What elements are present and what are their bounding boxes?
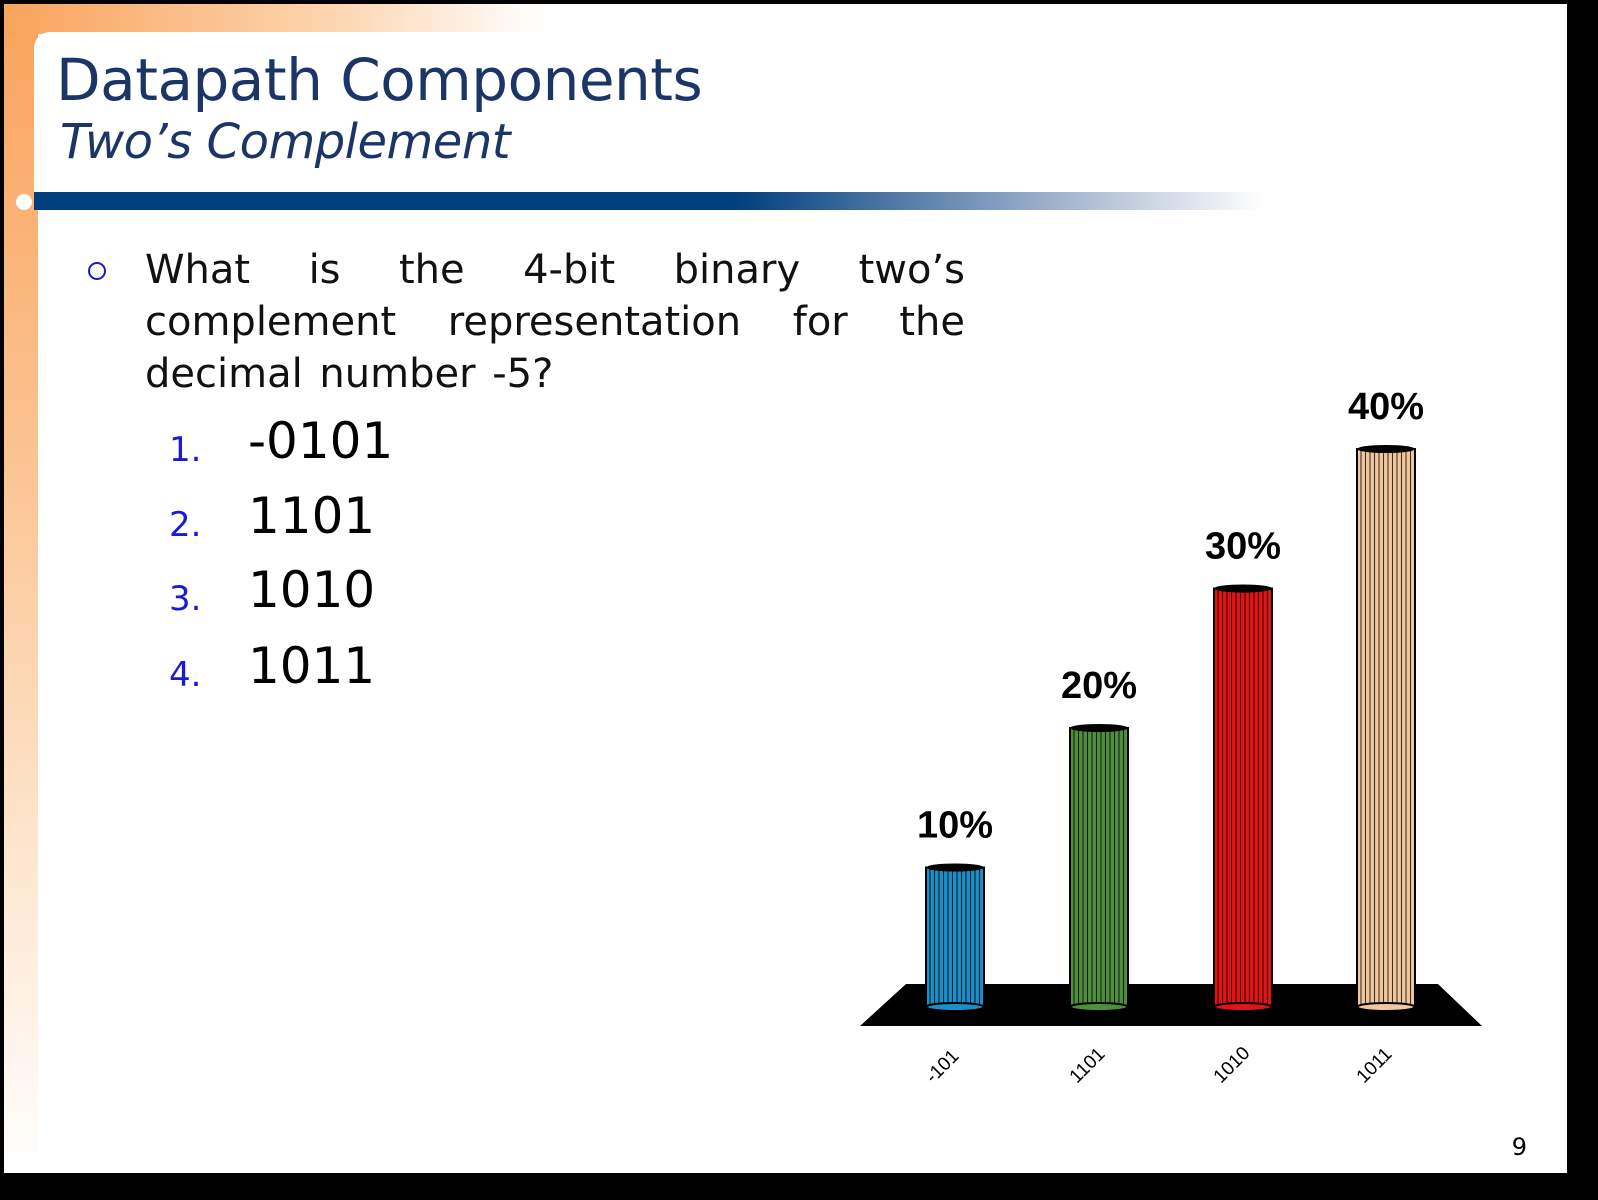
tick-label: 1011 <box>1353 1044 1397 1088</box>
bar-cap <box>1070 724 1128 732</box>
slide-title: Datapath Components <box>56 46 703 114</box>
data-label: 10% <box>917 805 993 847</box>
bar-1011 <box>1356 445 1416 1012</box>
answer-option-1: 1. -0101 <box>4 412 604 472</box>
bar-base <box>1213 1002 1273 1012</box>
title-divider <box>34 192 1264 210</box>
question-text: What is the 4-bit binary two’s complemen… <box>145 247 965 397</box>
orange-top-fade <box>4 4 544 34</box>
title-area <box>34 32 1567 202</box>
data-label: 30% <box>1205 526 1281 568</box>
option-text: 1011 <box>248 637 376 695</box>
option-text: 1101 <box>248 487 376 545</box>
bar-base <box>1356 1002 1416 1012</box>
bar-base <box>925 1002 985 1012</box>
bar-1010 <box>1213 584 1273 1012</box>
bar-cap <box>1357 445 1415 453</box>
option-text: 1010 <box>248 561 376 619</box>
bar-body <box>1069 727 1129 1008</box>
bar-body <box>1213 587 1273 1008</box>
option-number: 3. <box>169 579 202 619</box>
tick-label: -101 <box>922 1046 964 1088</box>
slide-subtitle: Two’s Complement <box>60 114 511 170</box>
bar-cap <box>1214 584 1272 593</box>
answer-option-3: 3. 1010 <box>4 561 604 621</box>
divider-dot <box>16 194 32 210</box>
bar--101 <box>925 863 985 1012</box>
bar-cap <box>926 863 984 872</box>
answer-option-2: 2. 1101 <box>4 487 604 547</box>
tick-label: 1010 <box>1210 1043 1255 1088</box>
option-text: -0101 <box>248 412 394 470</box>
bar-body <box>1356 448 1416 1008</box>
hollow-circle-bullet-icon <box>88 262 106 280</box>
page-number: 9 <box>1511 1133 1527 1161</box>
option-number: 4. <box>169 655 202 695</box>
bar-body <box>925 866 985 1008</box>
option-number: 2. <box>169 505 202 545</box>
bar-base <box>1069 1002 1129 1012</box>
chart-floor <box>860 984 1482 1026</box>
data-label: 20% <box>1061 665 1137 707</box>
response-bar-chart: 10% 20% 30% 40% -101 1101 1010 1011 <box>860 386 1482 1088</box>
data-label: 40% <box>1348 386 1424 428</box>
slide: Datapath Components Two’s Complement Wha… <box>4 4 1567 1173</box>
tick-label: 1101 <box>1066 1044 1110 1088</box>
bar-1101 <box>1069 724 1129 1012</box>
option-number: 1. <box>169 430 202 470</box>
answer-option-4: 4. 1011 <box>4 637 604 697</box>
